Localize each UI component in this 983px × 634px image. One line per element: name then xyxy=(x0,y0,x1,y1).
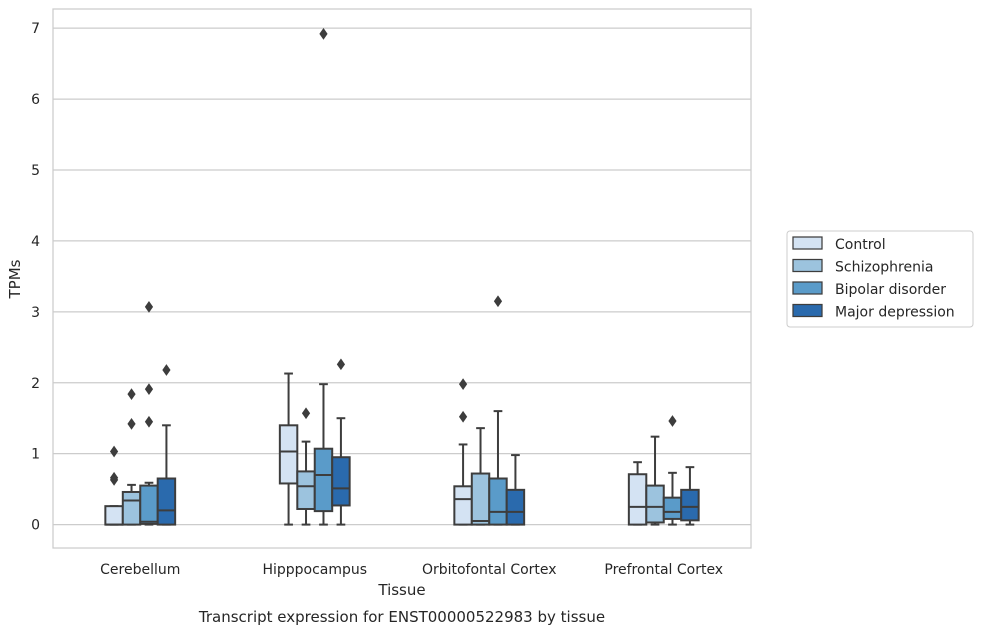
y-axis-label: TPMs xyxy=(6,259,24,299)
iqr-box xyxy=(139,484,159,525)
legend-label: Schizophrenia xyxy=(835,260,933,276)
iqr-box xyxy=(470,472,491,526)
y-tick-label: 0 xyxy=(31,518,40,534)
legend-label: Major depression xyxy=(835,305,955,321)
iqr-box xyxy=(680,488,700,522)
legend-label: Control xyxy=(835,237,886,253)
legend-swatch xyxy=(792,281,823,295)
box-major-depression xyxy=(331,358,351,526)
outlier-point xyxy=(127,388,136,400)
box-control xyxy=(627,461,648,526)
iqr-box xyxy=(156,477,177,526)
outlier-point xyxy=(144,415,154,428)
box-control xyxy=(104,445,124,526)
box-schizophrenia xyxy=(121,388,142,526)
outlier-point xyxy=(336,358,346,371)
iqr-box xyxy=(453,485,473,526)
box-schizophrenia xyxy=(296,407,316,526)
iqr-box xyxy=(331,456,351,507)
boxes xyxy=(104,27,700,526)
legend-swatch xyxy=(792,258,823,273)
y-tick-label: 2 xyxy=(31,376,40,392)
y-tick-label: 3 xyxy=(31,305,40,321)
chart-caption: Transcript expression for ENST0000052298… xyxy=(198,608,605,626)
box-bipolar-disorder xyxy=(139,300,159,526)
x-tick-label: Hipppocampus xyxy=(262,562,367,578)
iqr-box xyxy=(645,484,665,524)
y-tick-label: 4 xyxy=(31,234,40,250)
outlier-point xyxy=(668,415,677,427)
outlier-point xyxy=(109,445,119,458)
iqr-box xyxy=(662,496,683,520)
x-tick-label: Cerebellum xyxy=(100,562,180,578)
iqr-box xyxy=(296,470,316,510)
box-bipolar-disorder xyxy=(488,295,508,526)
x-tick-labels: Cerebellum Hipppocampus Orbitofontal Corte… xyxy=(100,562,723,578)
iqr-box xyxy=(627,473,648,526)
plot-area-frame xyxy=(52,8,752,549)
outlier-point xyxy=(109,471,119,484)
x-tick-label: Prefrontal Cortex xyxy=(604,562,723,578)
legend-swatch xyxy=(792,236,823,250)
box-control xyxy=(278,372,299,526)
box-bipolar-disorder xyxy=(662,415,683,526)
outlier-point xyxy=(319,27,328,40)
box-major-depression xyxy=(680,466,700,526)
x-tick-label: Orbitofontal Cortex xyxy=(422,562,557,578)
gridlines xyxy=(53,27,751,526)
box-control xyxy=(453,378,473,526)
y-tick-label: 6 xyxy=(31,92,40,108)
y-tick-label: 1 xyxy=(31,447,40,463)
legend: Control Schizophrenia Bipolar disorder Majo… xyxy=(786,230,974,328)
legend-label: Bipolar disorder xyxy=(835,282,946,298)
x-axis-label: Tissue xyxy=(377,581,425,599)
iqr-box xyxy=(278,424,299,485)
y-tick-labels: 0 1 2 3 4 5 6 7 xyxy=(31,21,40,533)
box-schizophrenia xyxy=(470,427,491,526)
box-major-depression xyxy=(156,364,177,526)
outlier-point xyxy=(144,300,154,313)
outlier-point xyxy=(458,410,468,423)
outlier-point xyxy=(144,383,154,396)
iqr-box xyxy=(104,505,124,526)
legend-swatch xyxy=(792,303,823,318)
box-schizophrenia xyxy=(645,435,665,526)
iqr-box xyxy=(313,447,334,513)
legend-frame xyxy=(786,230,974,328)
iqr-box xyxy=(488,477,508,526)
outlier-point xyxy=(493,295,503,308)
iqr-box xyxy=(121,490,142,526)
y-tick-label: 7 xyxy=(31,21,40,37)
box-bipolar-disorder xyxy=(313,27,334,526)
outlier-point xyxy=(162,364,171,376)
outlier-point xyxy=(458,378,468,391)
iqr-box xyxy=(505,488,526,526)
box-major-depression xyxy=(505,454,526,526)
outlier-point xyxy=(127,418,136,430)
y-tick-label: 5 xyxy=(31,163,40,179)
outlier-point xyxy=(301,407,311,420)
